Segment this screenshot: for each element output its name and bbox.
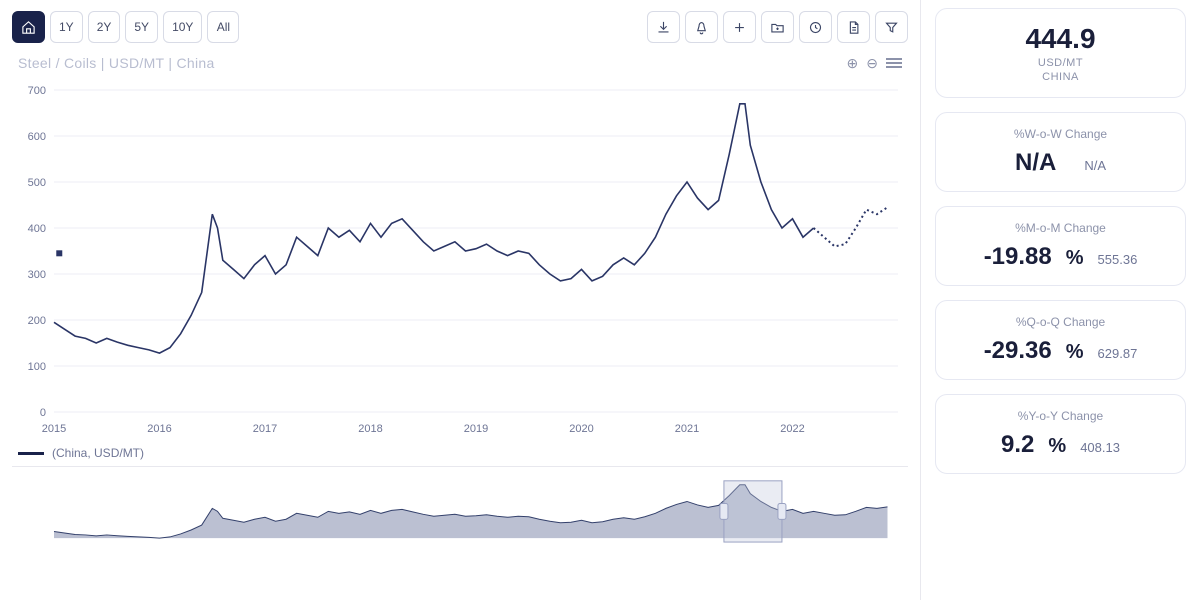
main-chart: 0 100 200 300 400 500 600 700 2015 2016 2017 2018 20…: [12, 80, 908, 440]
wow-ref: N/A: [1084, 158, 1106, 173]
yoy-change-card: %Y-o-Y Change 9.2 % 408.13: [935, 394, 1186, 474]
range-1y-button[interactable]: 1Y: [50, 11, 83, 43]
home-icon: [21, 20, 36, 35]
home-button[interactable]: [12, 11, 45, 43]
qoq-unit: %: [1066, 341, 1084, 364]
chart-subtitle-row: Steel / Coils | USD/MT | China ⊕ ⊖: [12, 46, 908, 80]
range-5y-button[interactable]: 5Y: [125, 11, 158, 43]
current-price-region: CHINA: [952, 71, 1169, 83]
svg-text:2018: 2018: [358, 423, 382, 435]
mom-value: -19.88: [984, 243, 1052, 271]
mom-label: %M-o-M Change: [952, 221, 1169, 235]
yoy-unit: %: [1048, 435, 1066, 458]
mom-unit: %: [1066, 247, 1084, 270]
svg-text:2020: 2020: [569, 423, 593, 435]
svg-text:400: 400: [28, 223, 46, 235]
range-10y-button[interactable]: 10Y: [163, 11, 202, 43]
legend: (China, USD/MT): [12, 440, 908, 466]
qoq-ref: 629.87: [1098, 346, 1138, 361]
add-button[interactable]: [723, 11, 756, 43]
mom-change-card: %M-o-M Change -19.88 % 555.36: [935, 206, 1186, 286]
legend-swatch: [18, 452, 44, 455]
svg-text:700: 700: [28, 85, 46, 97]
save-folder-button[interactable]: [761, 11, 794, 43]
side-panel: 444.9 USD/MT CHINA %W-o-W Change N/A N/A…: [920, 0, 1200, 600]
legend-text: (China, USD/MT): [52, 446, 144, 460]
wow-change-card: %W-o-W Change N/A N/A: [935, 112, 1186, 192]
svg-text:100: 100: [28, 361, 46, 373]
range-all-button[interactable]: All: [207, 11, 239, 43]
folder-plus-icon: [770, 20, 785, 35]
chart-subtitle: Steel / Coils | USD/MT | China: [18, 55, 215, 71]
filter-button[interactable]: [875, 11, 908, 43]
download-button[interactable]: [647, 11, 680, 43]
yoy-label: %Y-o-Y Change: [952, 409, 1169, 423]
svg-text:2015: 2015: [42, 423, 66, 435]
svg-text:2017: 2017: [253, 423, 277, 435]
qoq-change-card: %Q-o-Q Change -29.36 % 629.87: [935, 300, 1186, 380]
plus-icon: [732, 20, 747, 35]
svg-text:200: 200: [28, 315, 46, 327]
file-icon: [846, 20, 861, 35]
subtitle-main: | USD/MT | China: [97, 55, 215, 71]
filter-icon: [884, 20, 899, 35]
svg-text:0: 0: [40, 407, 46, 419]
history-button[interactable]: [799, 11, 832, 43]
chart-mini-controls: ⊕ ⊖: [847, 55, 902, 72]
clock-icon: [808, 20, 823, 35]
svg-text:500: 500: [28, 177, 46, 189]
current-price-unit: USD/MT: [952, 57, 1169, 69]
range-2y-button[interactable]: 2Y: [88, 11, 121, 43]
alert-button[interactable]: [685, 11, 718, 43]
mom-ref: 555.36: [1098, 252, 1138, 267]
yoy-ref: 408.13: [1080, 440, 1120, 455]
svg-text:600: 600: [28, 131, 46, 143]
subtitle-faded: Steel / Coils: [18, 55, 97, 71]
svg-text:2019: 2019: [464, 423, 488, 435]
report-button[interactable]: [837, 11, 870, 43]
range-button-group: 1Y 2Y 5Y 10Y All: [12, 11, 239, 43]
bell-icon: [694, 20, 709, 35]
svg-text:2022: 2022: [780, 423, 804, 435]
qoq-value: -29.36: [984, 337, 1052, 365]
current-price-card: 444.9 USD/MT CHINA: [935, 8, 1186, 98]
download-icon: [656, 20, 671, 35]
range-brush[interactable]: [12, 466, 908, 546]
qoq-label: %Q-o-Q Change: [952, 315, 1169, 329]
toolbar: 1Y 2Y 5Y 10Y All: [12, 8, 908, 46]
svg-text:2021: 2021: [675, 423, 699, 435]
zoom-in-button[interactable]: ⊕: [847, 55, 859, 72]
svg-text:2016: 2016: [147, 423, 171, 435]
wow-label: %W-o-W Change: [952, 127, 1169, 141]
yoy-value: 9.2: [1001, 431, 1034, 459]
chart-menu-button[interactable]: [886, 56, 902, 70]
main-panel: 1Y 2Y 5Y 10Y All Steel / Coils | USD/MT …: [0, 0, 920, 600]
current-price-value: 444.9: [952, 23, 1169, 55]
zoom-out-button[interactable]: ⊖: [866, 55, 878, 72]
svg-text:300: 300: [28, 269, 46, 281]
action-button-group: [647, 11, 908, 43]
wow-value: N/A: [1015, 149, 1056, 177]
